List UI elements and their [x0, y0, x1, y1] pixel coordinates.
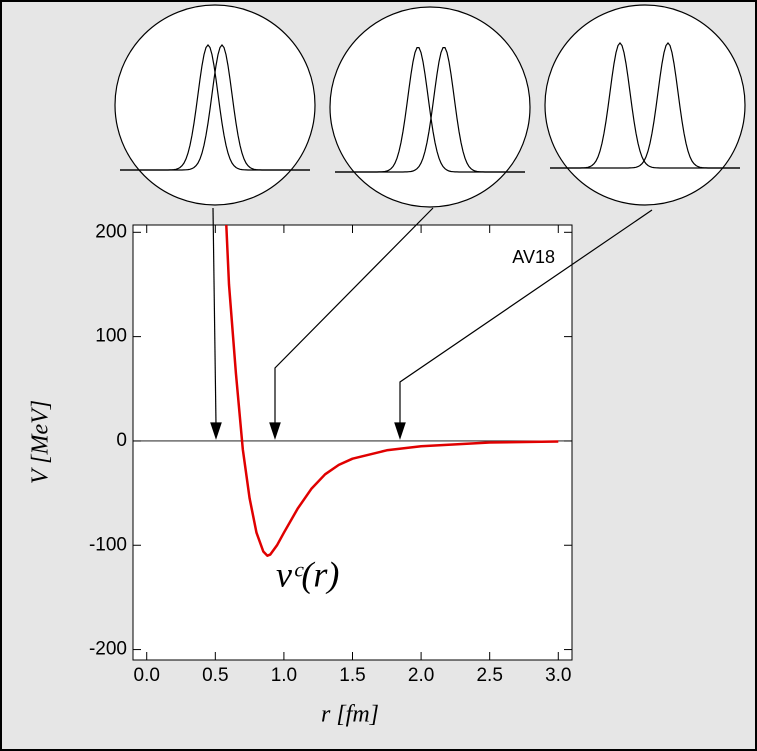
y-tick-label: -100	[89, 534, 127, 555]
inset-circle	[114, 4, 316, 206]
x-tick-label: 0.0	[134, 665, 160, 686]
x-tick-label: 0.5	[202, 665, 228, 686]
pointer-line	[274, 207, 434, 425]
pointer-line	[399, 209, 653, 425]
x-tick-label: 1.5	[339, 665, 365, 686]
inset-curve	[335, 47, 525, 173]
y-tick-label: 200	[95, 221, 127, 242]
insets	[114, 4, 746, 440]
arrowhead	[394, 422, 406, 440]
y-axis-label: V [MeV]	[28, 400, 54, 484]
pointer-line	[212, 207, 217, 426]
y-tick-label: -200	[89, 639, 127, 660]
inset-curve	[120, 44, 310, 171]
x-axis-label: r [fm]	[321, 702, 379, 728]
arrowhead	[210, 422, 222, 440]
inset-curve	[550, 42, 740, 169]
x-tick-label: 2.5	[476, 665, 502, 686]
x-tick-label: 3.0	[545, 665, 571, 686]
x-tick-label: 2.0	[408, 665, 434, 686]
y-tick-label: 100	[95, 326, 127, 347]
x-tick-label: 1.0	[271, 665, 297, 686]
annotation: vᶜ(r)	[276, 554, 339, 594]
series-label: AV18	[512, 247, 555, 267]
series-line	[225, 224, 559, 557]
y-tick-label: 0	[116, 430, 127, 451]
inset-circle	[544, 4, 746, 206]
arrowhead	[269, 422, 281, 440]
